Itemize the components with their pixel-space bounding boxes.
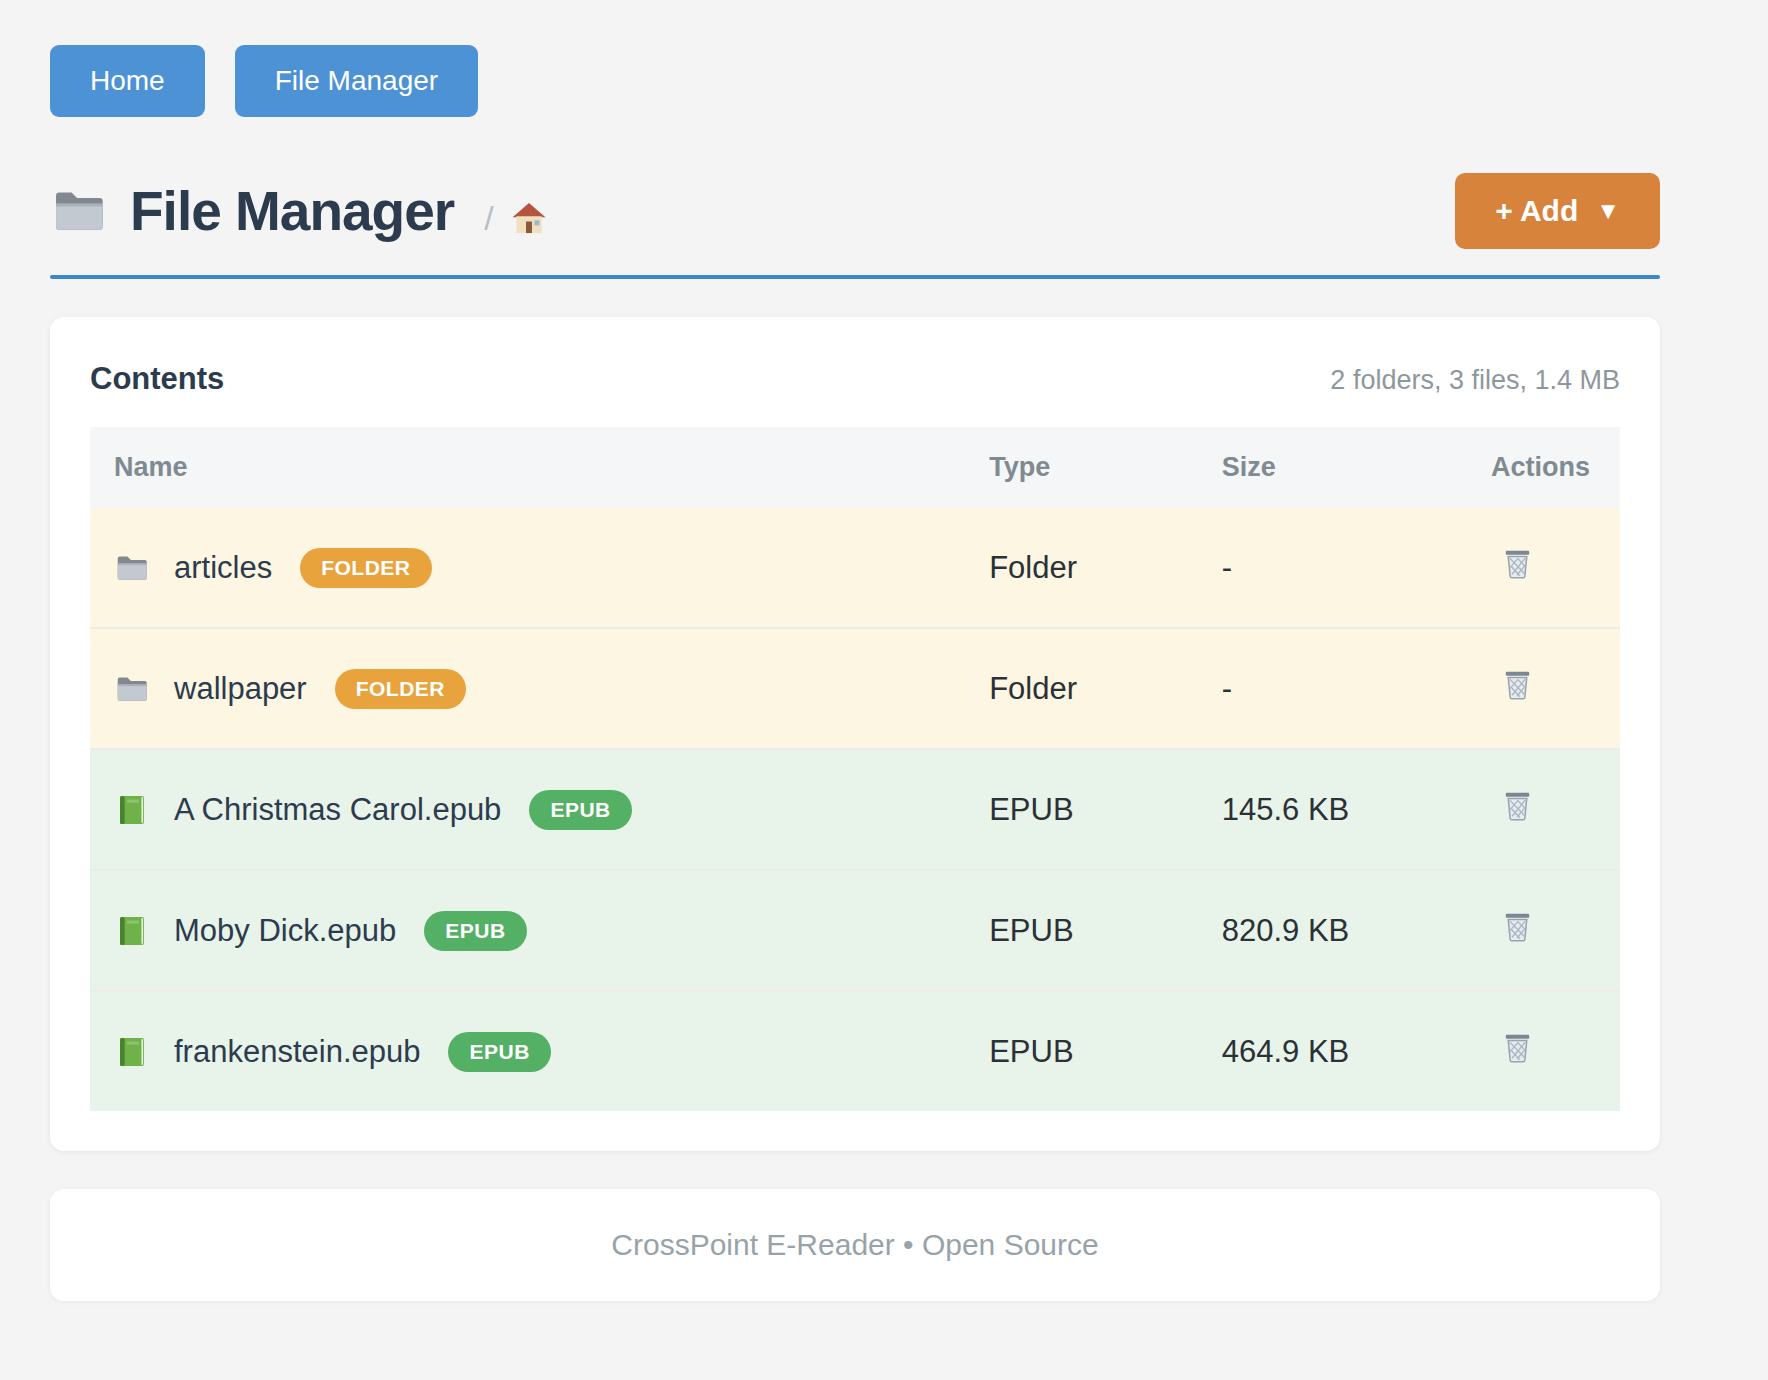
title-wrap: File Manager	[50, 179, 454, 243]
file-size-cell: -	[1198, 628, 1467, 749]
file-size-cell: 145.6 KB	[1198, 749, 1467, 870]
contents-table: Name Type Size Actions articles FOLDER F…	[90, 427, 1620, 1111]
footer-text: CrossPoint E-Reader • Open Source	[611, 1228, 1098, 1262]
page: Home File Manager File Manager / + Add ▼…	[50, 0, 1660, 1301]
file-type-badge: FOLDER	[300, 548, 431, 588]
file-type-badge: EPUB	[448, 1032, 550, 1072]
table-row: frankenstein.epub EPUB EPUB 464.9 KB	[90, 991, 1620, 1111]
home-button[interactable]: Home	[50, 45, 205, 117]
contents-card-header: Contents 2 folders, 3 files, 1.4 MB	[90, 361, 1620, 397]
book-icon	[114, 1034, 150, 1070]
delete-button[interactable]	[1491, 787, 1536, 824]
column-header-actions: Actions	[1467, 427, 1620, 508]
chevron-down-icon: ▼	[1596, 197, 1620, 225]
file-name-link[interactable]: wallpaper	[174, 671, 307, 707]
table-row: A Christmas Carol.epub EPUB EPUB 145.6 K…	[90, 749, 1620, 870]
trash-icon	[1499, 908, 1536, 945]
file-size-cell: 464.9 KB	[1198, 991, 1467, 1111]
delete-button[interactable]	[1491, 1029, 1536, 1066]
title-divider	[50, 275, 1660, 279]
trash-icon	[1499, 545, 1536, 582]
file-name-link[interactable]: articles	[174, 550, 272, 586]
contents-summary: 2 folders, 3 files, 1.4 MB	[1330, 365, 1620, 396]
add-button[interactable]: + Add ▼	[1455, 173, 1660, 249]
delete-button[interactable]	[1491, 666, 1536, 703]
file-type-cell: EPUB	[965, 749, 1198, 870]
table-header-row: Name Type Size Actions	[90, 427, 1620, 508]
contents-table-body: articles FOLDER Folder - wallpaper FOLDE…	[90, 508, 1620, 1111]
file-type-cell: Folder	[965, 508, 1198, 628]
file-type-badge: EPUB	[529, 790, 631, 830]
file-name-link[interactable]: A Christmas Carol.epub	[174, 792, 501, 828]
column-header-size: Size	[1198, 427, 1467, 508]
trash-icon	[1499, 666, 1536, 703]
folder-icon	[114, 550, 150, 586]
table-row: articles FOLDER Folder -	[90, 508, 1620, 628]
add-button-label: + Add	[1495, 194, 1578, 228]
footer: CrossPoint E-Reader • Open Source	[50, 1189, 1660, 1301]
file-type-cell: EPUB	[965, 991, 1198, 1111]
column-header-type: Type	[965, 427, 1198, 508]
file-type-badge: FOLDER	[335, 669, 466, 709]
trash-icon	[1499, 1029, 1536, 1066]
page-title: File Manager	[130, 179, 454, 243]
file-size-cell: 820.9 KB	[1198, 870, 1467, 991]
top-nav: Home File Manager	[50, 0, 1660, 117]
file-size-cell: -	[1198, 508, 1467, 628]
file-name-link[interactable]: frankenstein.epub	[174, 1034, 420, 1070]
delete-button[interactable]	[1491, 545, 1536, 582]
contents-card: Contents 2 folders, 3 files, 1.4 MB Name…	[50, 317, 1660, 1151]
breadcrumb: /	[484, 197, 549, 239]
breadcrumb-separator: /	[484, 199, 493, 238]
file-type-cell: Folder	[965, 628, 1198, 749]
contents-heading: Contents	[90, 361, 224, 397]
folder-icon	[50, 182, 108, 240]
file-manager-button[interactable]: File Manager	[235, 45, 478, 117]
file-name-link[interactable]: Moby Dick.epub	[174, 913, 396, 949]
house-icon[interactable]	[508, 197, 550, 239]
table-row: Moby Dick.epub EPUB EPUB 820.9 KB	[90, 870, 1620, 991]
book-icon	[114, 792, 150, 828]
column-header-name: Name	[90, 427, 965, 508]
file-type-badge: EPUB	[424, 911, 526, 951]
page-header: File Manager / + Add ▼	[50, 179, 1660, 243]
delete-button[interactable]	[1491, 908, 1536, 945]
file-type-cell: EPUB	[965, 870, 1198, 991]
folder-icon	[114, 671, 150, 707]
book-icon	[114, 913, 150, 949]
table-row: wallpaper FOLDER Folder -	[90, 628, 1620, 749]
trash-icon	[1499, 787, 1536, 824]
